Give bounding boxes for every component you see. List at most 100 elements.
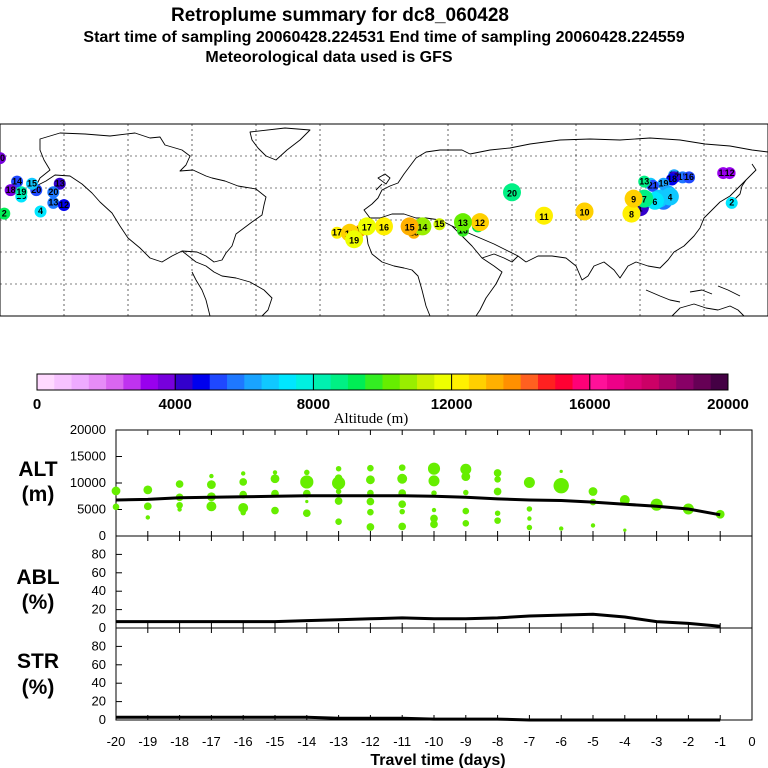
map-point-label: 6 xyxy=(652,197,657,207)
colorbar-cell xyxy=(537,374,556,390)
colorbar-tick-label: 0 xyxy=(33,396,41,413)
colorbar-cell xyxy=(37,374,55,390)
colorbar-cell xyxy=(624,374,643,390)
title-line-2: Start time of sampling 20060428.224531 E… xyxy=(83,29,684,46)
map-point-label: 11 xyxy=(718,168,728,178)
map-point-label: 12 xyxy=(725,168,735,178)
coast-greenland xyxy=(249,127,311,161)
colorbar-tick-label: 4000 xyxy=(159,396,192,413)
map-point-label: 4 xyxy=(38,206,43,216)
map-point-day-20 xyxy=(47,186,60,199)
colorbar-cell xyxy=(330,374,349,390)
alt-scatter-points xyxy=(111,462,725,532)
time-series-panels: ALT (m) ABL (%) STR (%) 0 5000 10000 15000 2… xyxy=(16,422,755,768)
map-point-label: 12 xyxy=(59,200,69,210)
map-point-day-12 xyxy=(723,167,736,180)
alt-axis-label-1: ALT xyxy=(18,458,57,481)
map-point-label: 13 xyxy=(639,176,649,186)
colorbar-cell xyxy=(261,374,280,390)
coast-arabia xyxy=(481,253,519,263)
y-tick-label: 60 xyxy=(92,565,106,580)
alt-point xyxy=(305,499,309,504)
map-point-day-13 xyxy=(47,196,60,209)
alt-point xyxy=(493,469,502,477)
alt-point xyxy=(427,462,441,475)
map-point-label: 10 xyxy=(0,153,5,163)
y-tick-label: 40 xyxy=(92,583,106,598)
map-point-day-19 xyxy=(345,230,364,249)
map-point-day-20 xyxy=(503,183,521,202)
map-point-label: 18 xyxy=(6,185,16,195)
alt-point xyxy=(460,463,472,475)
alt-point xyxy=(241,471,246,476)
alt-point xyxy=(335,465,342,472)
alt-point xyxy=(431,507,437,513)
y-tick-label: 20000 xyxy=(70,422,106,437)
colorbar-cell xyxy=(365,374,383,390)
str-axis-label-2: (%) xyxy=(22,676,55,699)
map-point-label: 9 xyxy=(631,195,636,205)
coast-north-america xyxy=(35,132,267,263)
colorbar-cell xyxy=(399,374,418,390)
alt-point xyxy=(527,516,532,521)
alt-point xyxy=(590,523,596,528)
coast-south-america xyxy=(181,250,273,317)
map-point-label: 15 xyxy=(678,172,688,182)
abl-line xyxy=(116,612,721,628)
x-tick-label: -20 xyxy=(107,734,126,749)
map-retroplume-points: 2413122013141516181920101112141516171819… xyxy=(0,152,738,249)
alt-point xyxy=(428,475,440,487)
x-tick-label: -13 xyxy=(329,734,348,749)
y-tick-label: 40 xyxy=(92,675,106,690)
alt-point xyxy=(177,507,182,512)
alt-point xyxy=(367,508,374,516)
colorbar-cell xyxy=(520,374,539,390)
colorbar-cell xyxy=(54,374,73,390)
alt-point xyxy=(270,474,280,484)
alt-point xyxy=(398,500,407,509)
colorbar-cell xyxy=(313,374,332,390)
x-tick-label: -7 xyxy=(524,734,536,749)
alt-point xyxy=(559,469,563,473)
alt-point xyxy=(239,478,248,486)
alt-point xyxy=(240,509,246,516)
map-point-label: 13 xyxy=(48,198,58,208)
colorbar-cell xyxy=(296,374,314,390)
map-point-day-12 xyxy=(58,199,70,212)
alt-point xyxy=(300,475,314,489)
map-point-label: 15 xyxy=(405,222,415,232)
alt-point xyxy=(523,476,535,488)
colorbar-cell xyxy=(417,374,435,390)
alt-point xyxy=(526,506,533,512)
map-point-day-9 xyxy=(624,189,643,208)
y-tick-label: 0 xyxy=(99,620,106,635)
map-point-day-10 xyxy=(0,152,6,165)
map-point-day-8 xyxy=(622,204,641,223)
map-point-day-15 xyxy=(433,218,446,231)
alt-axis-label-2: (m) xyxy=(22,483,55,506)
map-point-day-13 xyxy=(53,177,66,190)
colorbar-axis-label: Altitude (m) xyxy=(334,411,409,427)
colorbar-cell xyxy=(209,374,228,390)
alt-point xyxy=(494,510,501,516)
colorbar-cell xyxy=(192,374,211,390)
colorbar-tick-label: 16000 xyxy=(569,396,611,413)
colorbar-tick-labels: 0 4000 8000 12000 16000 20000 xyxy=(33,374,749,413)
colorbar-cells xyxy=(37,374,729,390)
alt-point xyxy=(588,487,598,496)
x-tick-label: -9 xyxy=(460,734,472,749)
colorbar-cell xyxy=(503,374,522,390)
y-tick-label: 10000 xyxy=(70,475,106,490)
alt-point xyxy=(461,472,471,482)
title-line-1: Retroplume summary for dc8_060428 xyxy=(171,5,509,26)
x-tick-label: -18 xyxy=(170,734,189,749)
map-point-label: 17 xyxy=(362,222,372,232)
colorbar-cell xyxy=(88,374,107,390)
str-line xyxy=(116,715,721,722)
colorbar-cell xyxy=(607,374,625,390)
alt-point xyxy=(526,524,533,531)
map-point-label: 13 xyxy=(458,218,468,228)
colorbar-cell xyxy=(468,374,487,390)
map-point-day-14 xyxy=(413,217,432,236)
x-tick-label: -15 xyxy=(266,734,285,749)
